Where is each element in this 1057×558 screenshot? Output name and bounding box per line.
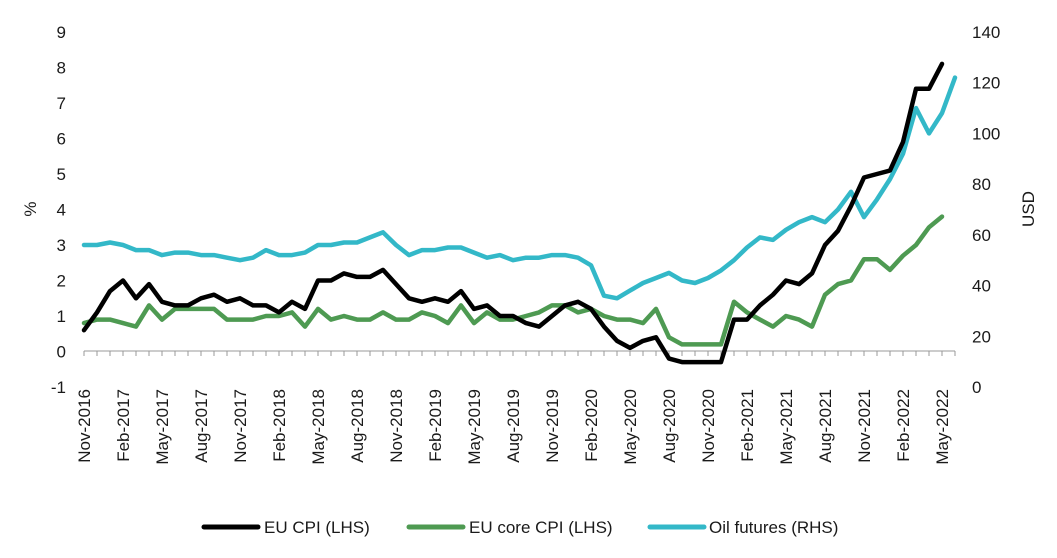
x-tick-label: Aug-2021	[816, 389, 835, 463]
y-left-tick-label: 7	[57, 94, 66, 113]
y-right-axis-title: USD	[1019, 191, 1038, 227]
y-right-tick-label: 100	[972, 124, 1000, 143]
x-axis: Nov-2016 Feb-2017 May-2017 Aug-2017 Nov-2017…	[75, 350, 956, 465]
y-left-tick-label: 9	[57, 23, 66, 42]
x-tick-label: Feb-2017	[114, 389, 133, 462]
y-left-axis-title: %	[21, 201, 40, 216]
x-tick-label: Aug-2019	[504, 389, 523, 463]
x-tick-label: Nov-2021	[855, 389, 874, 463]
y-right-tick-label: 60	[972, 226, 991, 245]
y-right-tick-label: 140	[972, 23, 1000, 42]
x-tick-label: Feb-2020	[582, 389, 601, 462]
legend-label-0: EU CPI (LHS)	[264, 518, 370, 537]
x-tick-label: May-2017	[153, 389, 172, 465]
x-tick-label: Feb-2019	[426, 389, 445, 462]
x-tick-label: Nov-2019	[543, 389, 562, 463]
x-tick-label: Nov-2017	[231, 389, 250, 463]
y-left-ticks: -1 0 1 2 3 4 5 6 7 8 9	[51, 23, 66, 397]
y-right-tick-label: 20	[972, 327, 991, 346]
x-tick-label: Feb-2021	[738, 389, 757, 462]
legend: EU CPI (LHS) EU core CPI (LHS) Oil futures…	[201, 518, 838, 537]
x-tick-label: May-2019	[465, 389, 484, 465]
y-right-tick-label: 120	[972, 74, 1000, 93]
x-tick-label: Aug-2020	[660, 389, 679, 463]
y-right-tick-label: 0	[972, 378, 981, 397]
y-left-tick-label: 5	[57, 165, 66, 184]
series-line-2	[81, 75, 958, 301]
legend-label-1: EU core CPI (LHS)	[469, 518, 613, 537]
series-line-1	[81, 214, 945, 347]
x-tick-label: May-2021	[777, 389, 796, 465]
x-tick-label: Aug-2018	[348, 389, 367, 463]
x-tick-label: Nov-2020	[699, 389, 718, 463]
x-tick-label: Nov-2016	[75, 389, 94, 463]
y-left-tick-label: 6	[57, 130, 66, 149]
y-left-tick-label: 2	[57, 272, 66, 291]
series-line-0	[81, 61, 945, 365]
y-left-tick-label: 0	[57, 343, 66, 362]
legend-label-2: Oil futures (RHS)	[709, 518, 838, 537]
y-left-tick-label: 8	[57, 59, 66, 78]
series-lines	[81, 61, 958, 365]
x-tick-label: Feb-2022	[894, 389, 913, 462]
x-tick-label: Feb-2018	[270, 389, 289, 462]
x-tick-label: May-2022	[933, 389, 952, 465]
y-right-ticks: 0 20 40 60 80 100 120 140	[972, 23, 1000, 397]
y-left-tick-label: 3	[57, 236, 66, 255]
x-tick-label: Nov-2018	[387, 389, 406, 463]
x-tick-label: May-2018	[309, 389, 328, 465]
y-left-tick-label: 1	[57, 307, 66, 326]
y-left-tick-label: -1	[51, 378, 66, 397]
y-right-tick-label: 40	[972, 277, 991, 296]
y-left-tick-label: 4	[57, 201, 66, 220]
x-tick-label: Aug-2017	[192, 389, 211, 463]
x-tick-label: May-2020	[621, 389, 640, 465]
y-right-tick-label: 80	[972, 175, 991, 194]
